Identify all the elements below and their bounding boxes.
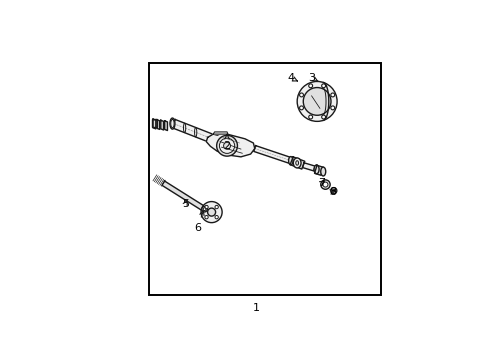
- Ellipse shape: [293, 158, 301, 168]
- Polygon shape: [302, 163, 314, 171]
- Circle shape: [321, 84, 325, 88]
- Ellipse shape: [313, 165, 319, 174]
- Text: 4: 4: [286, 73, 297, 83]
- Text: 7: 7: [317, 178, 324, 188]
- Ellipse shape: [219, 138, 234, 153]
- Circle shape: [330, 106, 334, 110]
- Polygon shape: [153, 119, 156, 129]
- Bar: [149, 63, 380, 296]
- Circle shape: [330, 188, 336, 194]
- Polygon shape: [157, 120, 160, 129]
- Polygon shape: [172, 120, 212, 142]
- Circle shape: [215, 216, 218, 219]
- Circle shape: [297, 81, 336, 121]
- Ellipse shape: [320, 167, 325, 176]
- Circle shape: [204, 206, 208, 209]
- Polygon shape: [314, 165, 323, 175]
- Circle shape: [332, 189, 334, 192]
- Text: 8: 8: [328, 186, 335, 197]
- Ellipse shape: [295, 161, 298, 165]
- Circle shape: [330, 93, 334, 97]
- Circle shape: [322, 182, 327, 187]
- Ellipse shape: [170, 118, 175, 129]
- Circle shape: [215, 206, 218, 209]
- Circle shape: [303, 87, 330, 115]
- Circle shape: [320, 180, 329, 189]
- Circle shape: [203, 208, 205, 211]
- Circle shape: [299, 93, 303, 97]
- Polygon shape: [213, 132, 228, 135]
- Circle shape: [202, 206, 207, 212]
- Polygon shape: [161, 120, 163, 130]
- Circle shape: [308, 84, 312, 88]
- Polygon shape: [164, 121, 167, 131]
- Text: 1: 1: [252, 303, 259, 313]
- Polygon shape: [289, 157, 304, 169]
- Circle shape: [299, 106, 303, 110]
- Ellipse shape: [288, 157, 292, 165]
- Polygon shape: [162, 181, 211, 215]
- Text: 5: 5: [182, 199, 188, 209]
- Circle shape: [201, 202, 222, 222]
- FancyBboxPatch shape: [152, 119, 157, 127]
- Polygon shape: [253, 146, 290, 163]
- Text: 3: 3: [307, 73, 317, 83]
- Circle shape: [207, 208, 215, 216]
- Circle shape: [204, 216, 208, 219]
- Ellipse shape: [216, 135, 237, 156]
- Ellipse shape: [170, 120, 174, 128]
- Ellipse shape: [223, 142, 230, 149]
- Text: 2: 2: [223, 135, 230, 151]
- Circle shape: [321, 115, 325, 119]
- Circle shape: [308, 115, 312, 119]
- Polygon shape: [206, 133, 254, 157]
- Text: 6: 6: [194, 211, 203, 233]
